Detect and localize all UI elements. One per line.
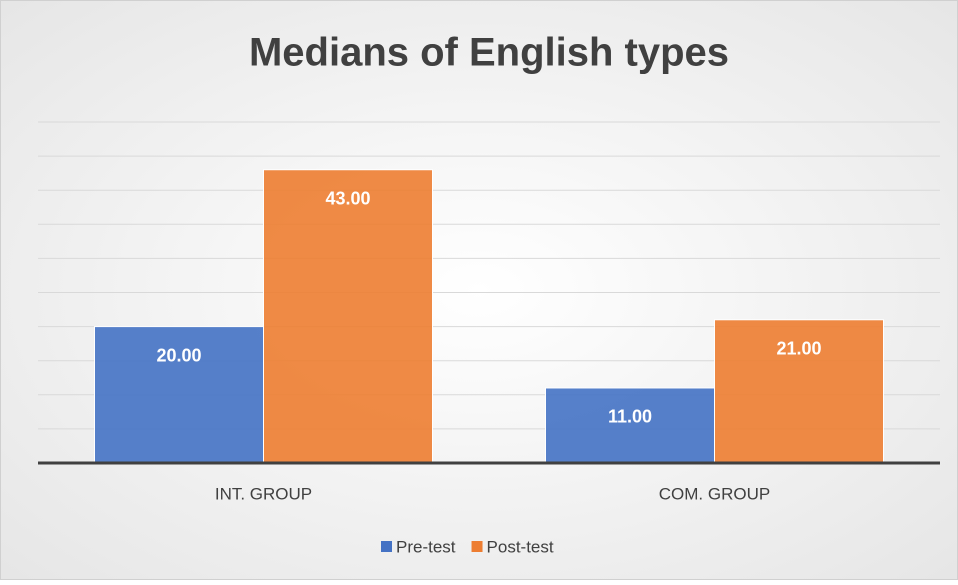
legend-label: Pre-test bbox=[396, 537, 456, 556]
legend-swatch bbox=[381, 541, 392, 552]
legend-label: Post-test bbox=[487, 537, 554, 556]
bar bbox=[94, 326, 264, 464]
data-label: 20.00 bbox=[156, 345, 201, 365]
x-tick-label: COM. GROUP bbox=[659, 484, 770, 503]
bar bbox=[263, 169, 433, 464]
chart-title: Medians of English types bbox=[249, 31, 729, 75]
data-label: 43.00 bbox=[325, 188, 370, 208]
x-tick-label: INT. GROUP bbox=[215, 484, 312, 503]
bar bbox=[545, 387, 715, 464]
data-label: 21.00 bbox=[776, 339, 821, 359]
legend-swatch bbox=[471, 541, 483, 552]
data-label: 11.00 bbox=[608, 407, 652, 427]
bar bbox=[714, 319, 884, 464]
